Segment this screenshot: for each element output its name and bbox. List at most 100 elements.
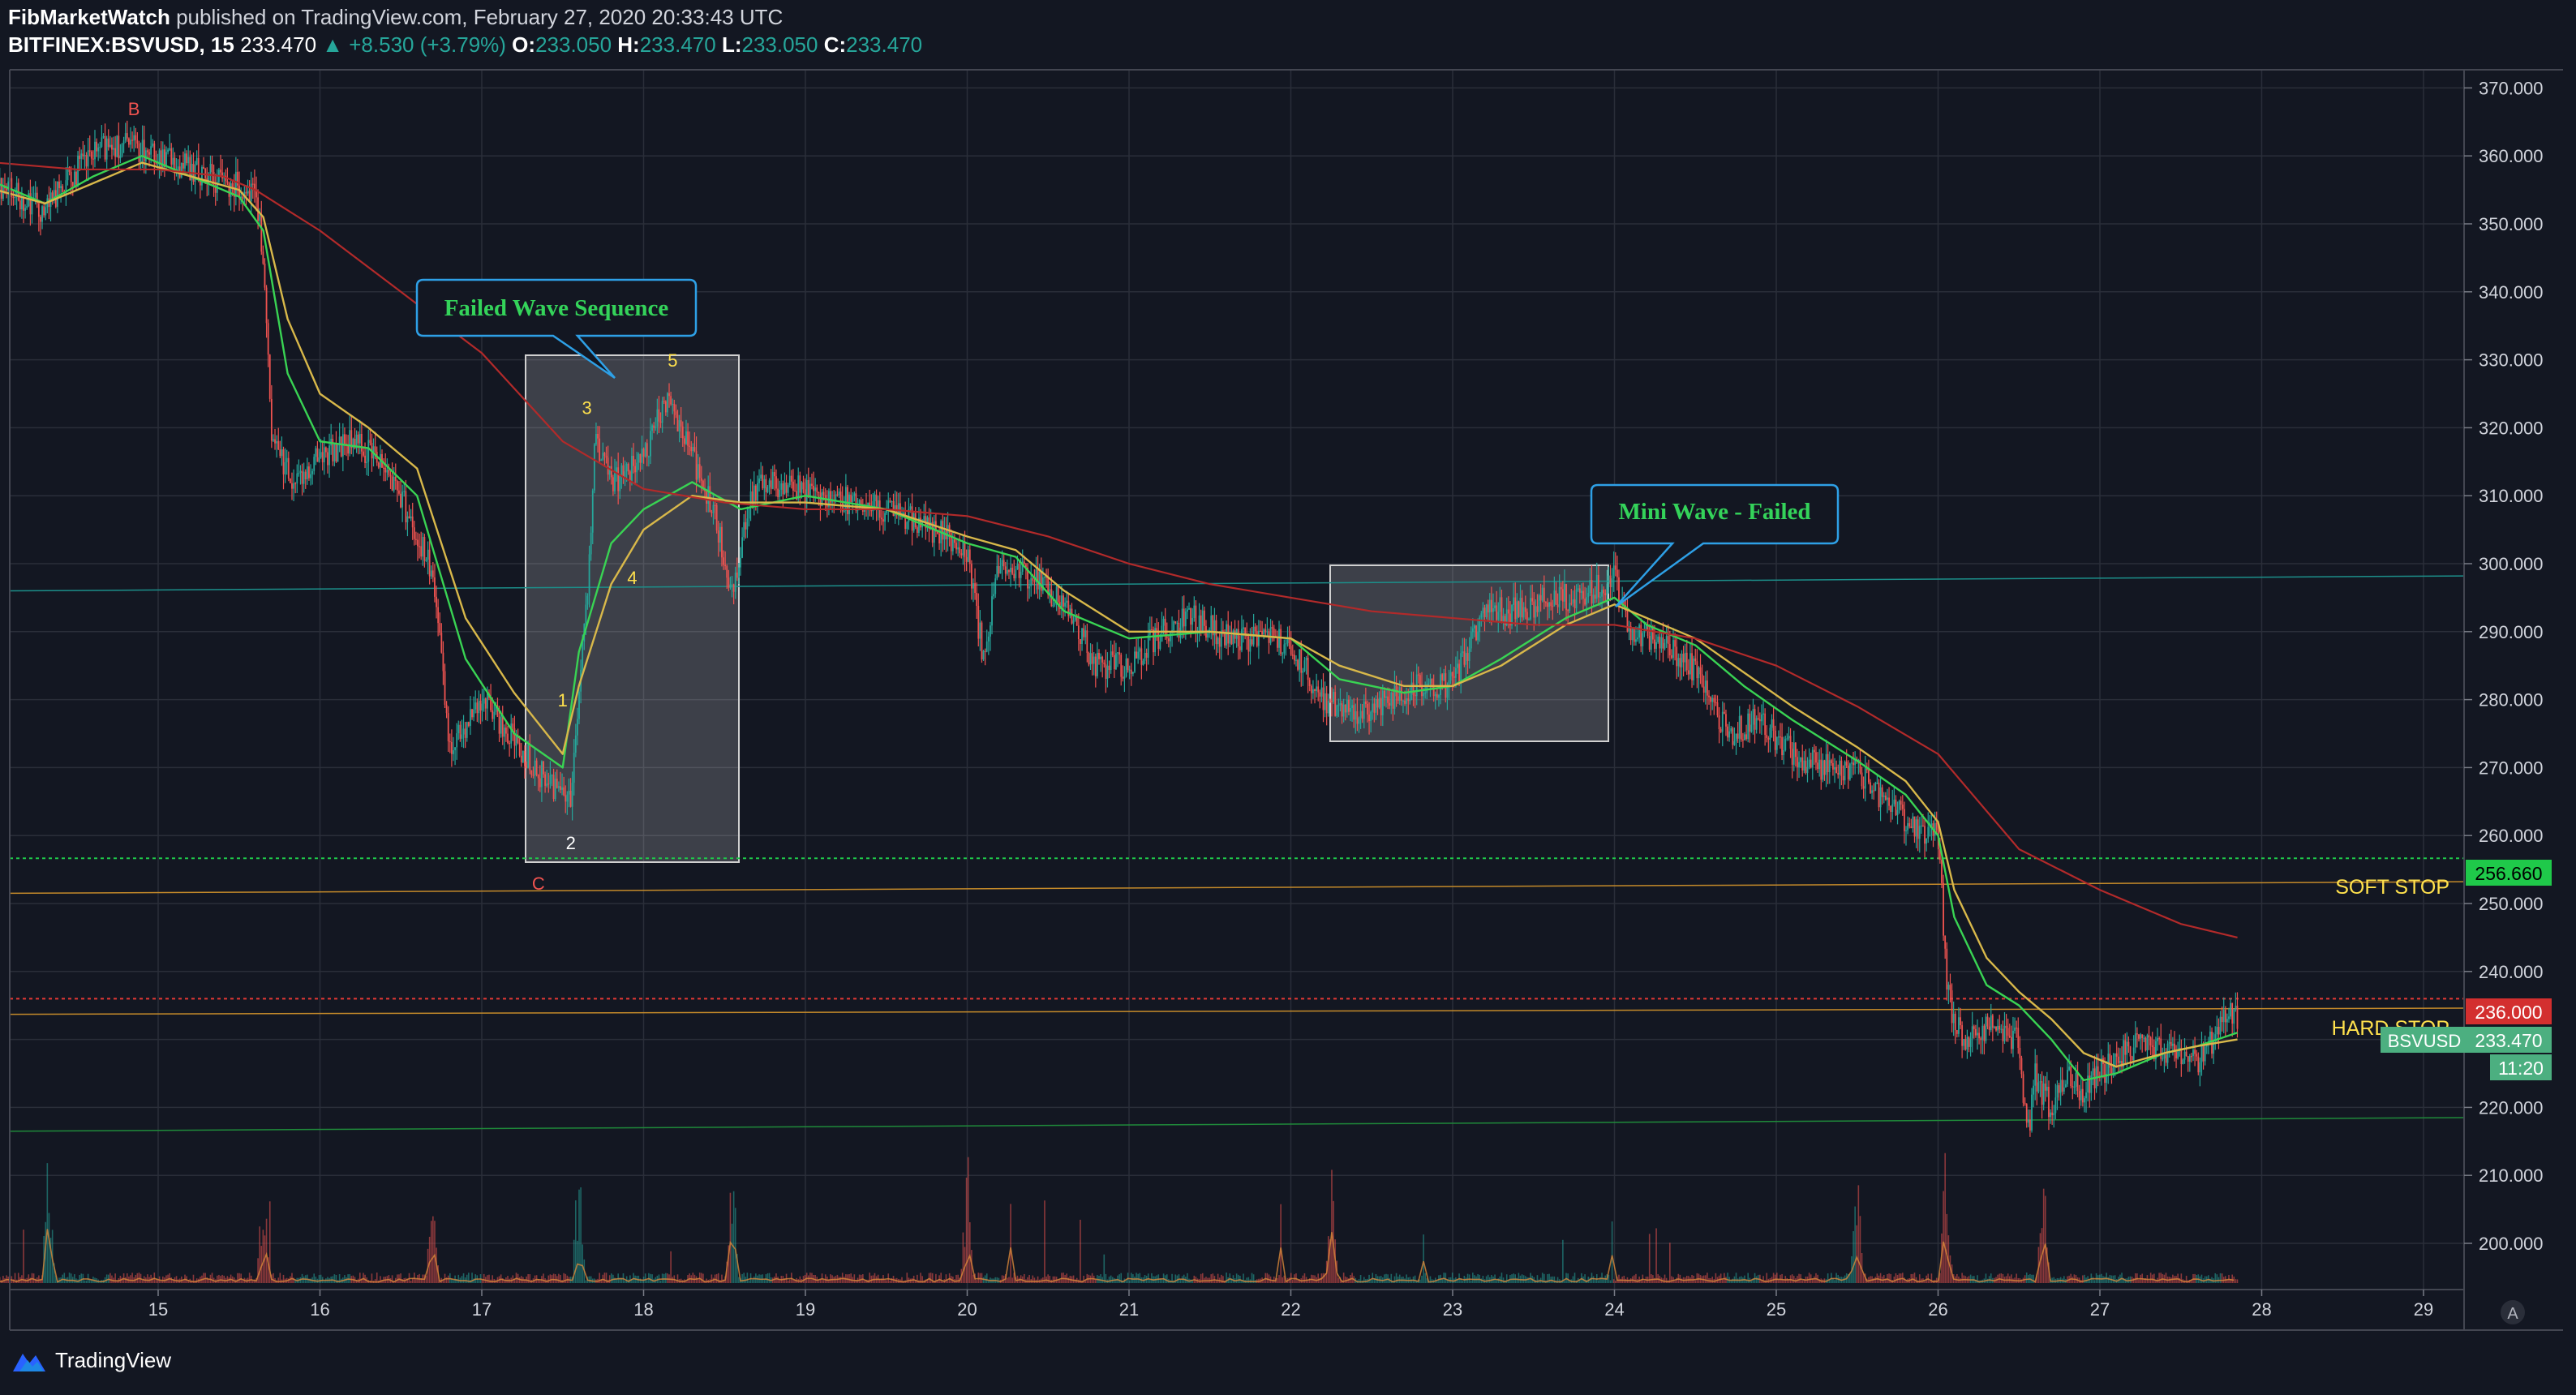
y-axis[interactable]: 370.000 360.000 350.000 340.000 330.000 320.0… — [2464, 78, 2544, 1254]
candle-body — [1266, 631, 1269, 633]
candle-body — [880, 517, 882, 520]
candle-body — [1241, 629, 1243, 650]
candle-body — [844, 487, 847, 511]
failed-wave-callout[interactable]: Failed Wave Sequence — [415, 278, 698, 380]
candle-body — [909, 506, 912, 509]
candle-body — [1195, 605, 1197, 633]
candle-body — [1428, 683, 1430, 685]
candle-body — [1263, 629, 1265, 635]
candle-body — [2200, 1043, 2203, 1062]
x-tick-label: 29 — [2414, 1299, 2433, 1320]
candle-body — [486, 693, 488, 709]
publisher-name[interactable]: FibMarketWatch — [8, 5, 170, 29]
candle-body — [1943, 882, 1944, 936]
candle-body — [71, 182, 74, 187]
candle-body — [1463, 651, 1466, 665]
candle-body — [410, 516, 412, 519]
candle-body — [1440, 674, 1441, 696]
candle-body — [1319, 692, 1321, 697]
close-label: C: — [823, 32, 847, 57]
candle-body — [1908, 822, 1911, 826]
candle-body — [577, 719, 578, 736]
candle-body — [923, 516, 925, 522]
candle-body — [1868, 770, 1870, 783]
candle-body — [1840, 760, 1843, 776]
candle-body — [1526, 612, 1528, 620]
candle-body — [822, 491, 825, 496]
candle-body — [1650, 626, 1652, 650]
candle-body — [298, 473, 300, 474]
candle-body — [84, 155, 86, 157]
candle-body — [1474, 625, 1475, 629]
candle-body — [1732, 728, 1734, 745]
candle-body — [1128, 669, 1131, 671]
candle-body — [1179, 627, 1182, 638]
candle-body — [2048, 1086, 2050, 1118]
candle-body — [1496, 605, 1498, 620]
footer-brand[interactable]: TradingView — [55, 1348, 172, 1372]
candle-body — [1084, 630, 1087, 637]
candle-body — [391, 476, 393, 491]
candle-body — [1015, 569, 1017, 579]
x-axis[interactable]: 15 16 17 18 19 20 21 22 23 24 25 26 27 28 29 — [148, 1290, 2433, 1320]
candle-body — [690, 446, 693, 452]
candle-body — [1120, 655, 1123, 677]
candle-body — [276, 440, 278, 444]
candle-body — [1853, 762, 1854, 766]
candle-body — [94, 141, 96, 160]
candle-body — [311, 470, 314, 474]
candle-body — [225, 175, 227, 182]
candle-body — [1881, 787, 1883, 797]
candle-body — [437, 607, 440, 624]
candle-body — [1041, 577, 1044, 591]
candle-body — [1755, 718, 1758, 730]
candle-body — [990, 625, 991, 637]
candle-body — [1538, 594, 1540, 612]
candle-body — [440, 633, 443, 653]
tradingview-logo-icon[interactable] — [11, 1349, 47, 1373]
candle-body — [1834, 766, 1835, 770]
candle-body — [831, 500, 834, 503]
candle-body — [2136, 1033, 2138, 1035]
candle-body — [1282, 653, 1284, 655]
candle-body — [233, 187, 235, 197]
candle-body — [968, 549, 971, 564]
candle-body — [1072, 620, 1075, 624]
candle-body — [754, 485, 757, 501]
candle-body — [1828, 760, 1831, 773]
candle-body — [693, 447, 696, 452]
candle-body — [1960, 1017, 1961, 1026]
candle-body — [1672, 640, 1674, 659]
orange-trendline-2 — [9, 1007, 2465, 1015]
candle-body — [1884, 795, 1887, 801]
candle-body — [1499, 597, 1501, 612]
candle-body — [651, 425, 653, 431]
candle-body — [19, 200, 21, 210]
candle-body — [1153, 629, 1154, 653]
price-tag-symbol: BSVUSD — [2388, 1031, 2461, 1051]
candle-body — [1247, 636, 1250, 652]
candle-body — [124, 133, 127, 141]
candle-body — [2171, 1043, 2174, 1046]
candle-body — [367, 440, 370, 462]
candle-body — [546, 783, 548, 786]
candle-body — [101, 137, 103, 147]
candle-body — [1552, 606, 1554, 607]
candle-body — [1229, 635, 1231, 644]
candle-body — [273, 439, 274, 441]
candle-body — [1893, 799, 1896, 805]
symbol-name[interactable]: BITFINEX:BSVUSD, 15 — [8, 32, 234, 57]
candle-body — [959, 547, 961, 554]
candle-body — [7, 181, 10, 191]
candle-body — [1758, 719, 1761, 722]
auto-scale-button[interactable]: A — [2501, 1300, 2525, 1324]
candle-body — [107, 138, 109, 148]
candle-body — [1384, 690, 1385, 698]
candle-body — [2081, 1088, 2084, 1103]
candle-body — [1584, 599, 1586, 605]
indicator-lines — [0, 154, 2238, 1082]
candle-body — [1077, 625, 1080, 640]
mini-wave-callout[interactable]: Mini Wave - Failed — [1590, 483, 1840, 608]
candle-body — [29, 193, 32, 215]
